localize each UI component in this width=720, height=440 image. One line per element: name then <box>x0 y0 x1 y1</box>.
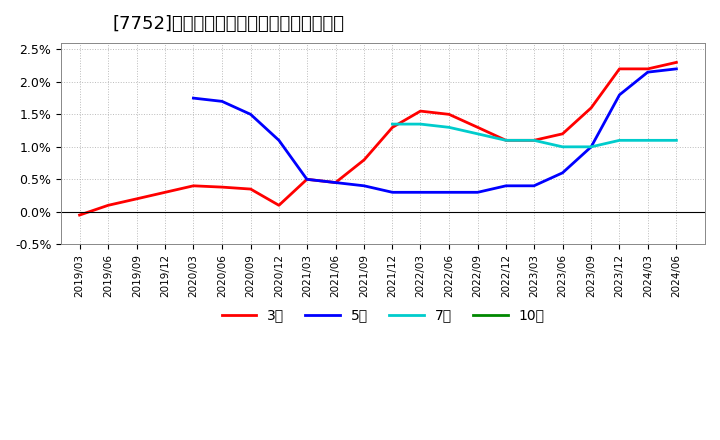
Text: [7752]　経常利益マージンの平均値の推移: [7752] 経常利益マージンの平均値の推移 <box>113 15 345 33</box>
Legend: 3年, 5年, 7年, 10年: 3年, 5年, 7年, 10年 <box>216 303 550 328</box>
